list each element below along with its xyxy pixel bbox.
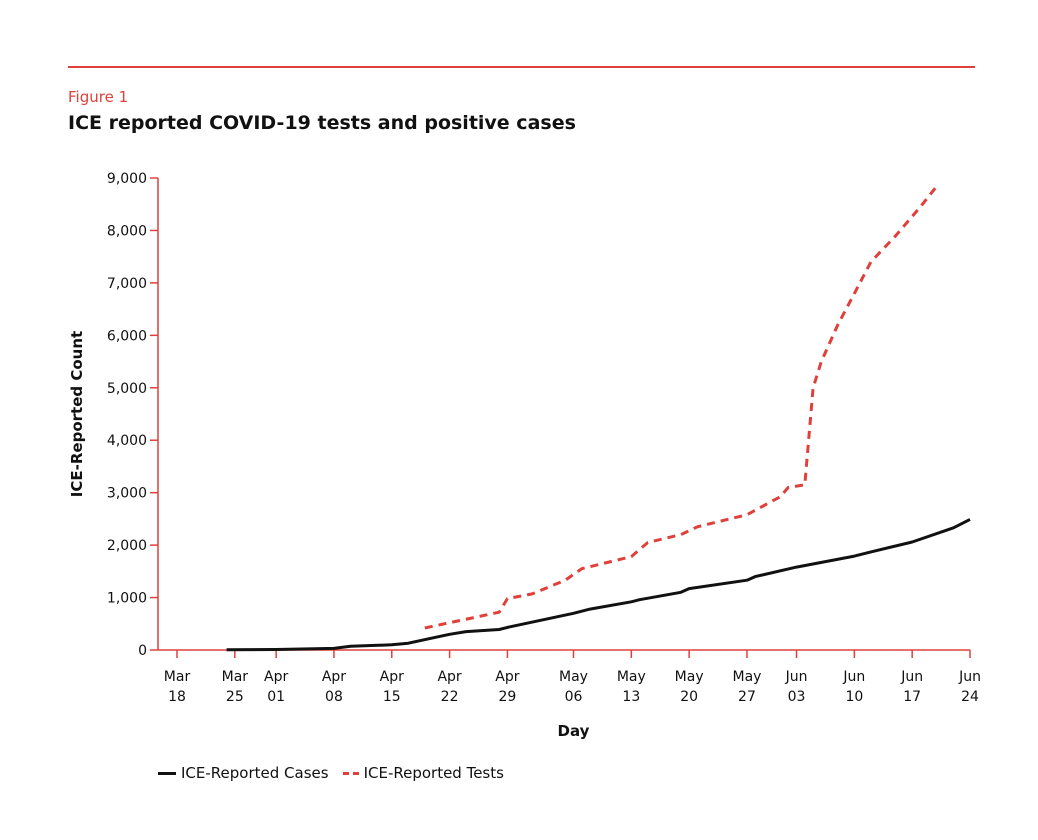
legend-label-tests: ICE-Reported Tests [363,764,504,782]
legend-label-cases: ICE-Reported Cases [181,764,329,782]
legend: ICE-Reported Cases ICE-Reported Tests [158,764,504,782]
x-tick-label-month: Apr [380,669,404,685]
x-tick-label-month: Apr [322,669,346,685]
x-tick-label-day: 18 [168,689,186,705]
legend-item-tests: ICE-Reported Tests [342,764,504,782]
legend-item-cases: ICE-Reported Cases [158,764,329,782]
y-tick-label: 7,000 [107,276,147,292]
x-tick-label-day: 15 [383,689,401,705]
legend-swatch-cases [158,771,176,775]
x-tick-label-day: 06 [565,689,583,705]
x-tick-label-month: May [617,669,646,685]
x-axis-label: Day [558,722,590,740]
x-tick-label-month: Apr [264,669,288,685]
y-tick-label: 2,000 [107,538,147,554]
x-tick-label-month: May [732,669,761,685]
y-tick-label: 6,000 [107,328,147,344]
legend-swatch-tests [342,771,359,775]
chart-title: ICE reported COVID-19 tests and positive… [68,112,576,134]
series-line-cases [226,518,971,652]
x-tick-label-month: Mar [222,669,249,685]
x-tick-label-month: Apr [437,669,461,685]
x-tick-label-month: Apr [495,669,519,685]
y-tick-label: 1,000 [107,591,147,607]
x-tick-label-day: 22 [441,689,459,705]
x-tick-label-day: 29 [499,689,517,705]
x-tick-label-month: Jun [958,669,981,685]
figure-label: Figure 1 [68,88,129,106]
x-tick-label-month: May [559,669,588,685]
x-tick-label-day: 01 [267,689,285,705]
x-tick-label-day: 10 [845,689,863,705]
x-tick-label-day: 13 [622,689,640,705]
top-rule [68,66,975,68]
y-tick-label: 8,000 [107,223,147,239]
x-tick-label-month: Jun [842,669,865,685]
x-tick-label-day: 03 [788,689,806,705]
x-tick-label-day: 17 [903,689,921,705]
y-axis-label: ICE-Reported Count [68,331,86,497]
x-tick-label-day: 08 [325,689,343,705]
x-tick-label-day: 24 [961,689,979,705]
y-tick-label: 5,000 [107,381,147,397]
x-tick-label-month: May [675,669,704,685]
y-tick-label: 9,000 [107,171,147,187]
x-tick-label-day: 27 [738,689,756,705]
x-tick-label-day: 25 [226,689,244,705]
y-tick-label: 4,000 [107,433,147,449]
x-tick-label-day: 20 [680,689,698,705]
y-tick-label: 0 [138,643,147,659]
x-tick-label-month: Mar [164,669,191,685]
x-tick-label-month: Jun [900,669,923,685]
x-tick-label-month: Jun [785,669,808,685]
y-tick-label: 3,000 [107,486,147,502]
series-line-tests [424,184,939,630]
